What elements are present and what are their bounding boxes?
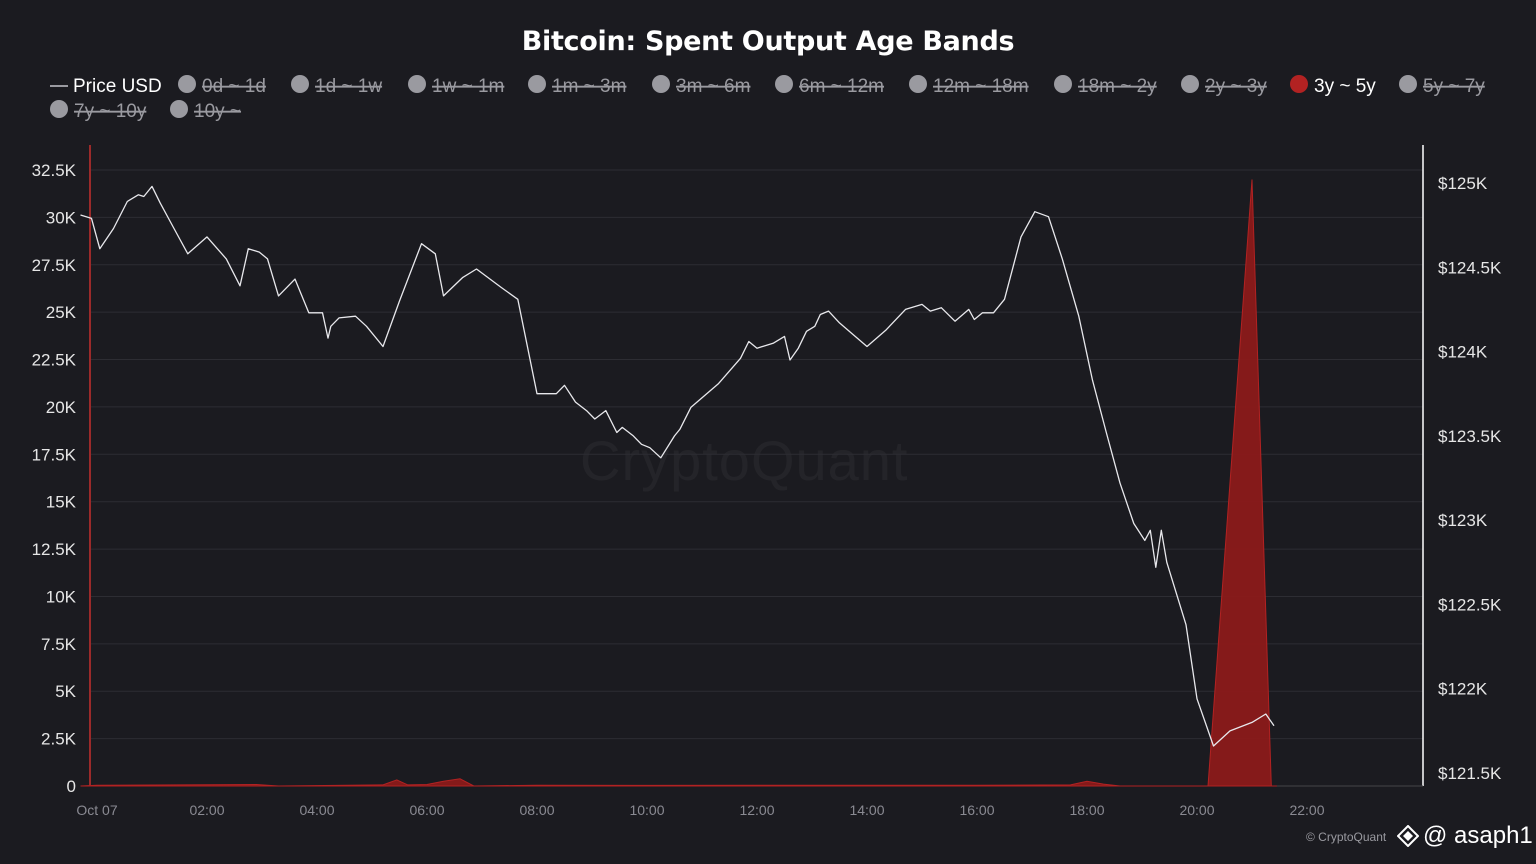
right-tick-label-2: $122.5K bbox=[1438, 595, 1502, 614]
legend-item-0[interactable]: Price USD bbox=[50, 76, 162, 97]
x-tick-label-9: 18:00 bbox=[1069, 802, 1104, 818]
legend-dot-icon bbox=[170, 100, 188, 118]
legend-label: 12m ~ 18m bbox=[933, 76, 1029, 97]
x-tick-label-4: 08:00 bbox=[519, 802, 554, 818]
legend-item-3[interactable]: 1w ~ 1m bbox=[408, 75, 504, 97]
credit-label: © CryptoQuant bbox=[1306, 830, 1387, 844]
legend-label: 3m ~ 6m bbox=[676, 76, 750, 97]
legend-label: 6m ~ 12m bbox=[799, 76, 884, 97]
x-tick-label-6: 12:00 bbox=[739, 802, 774, 818]
legend-label: 0d ~ 1d bbox=[202, 76, 266, 97]
series-line-price-usd bbox=[80, 185, 1275, 747]
legend-item-1[interactable]: 0d ~ 1d bbox=[178, 75, 266, 97]
legend-dot-icon bbox=[909, 75, 927, 93]
left-tick-label-4: 10K bbox=[46, 587, 77, 606]
legend-dot-icon bbox=[50, 100, 68, 118]
left-tick-label-3: 7.5K bbox=[41, 635, 77, 654]
legend-dot-icon bbox=[178, 75, 196, 93]
diamond-logo-icon bbox=[1397, 825, 1419, 847]
x-tick-label-7: 14:00 bbox=[849, 802, 884, 818]
legend-label: 1m ~ 3m bbox=[552, 76, 626, 97]
legend-item-7[interactable]: 12m ~ 18m bbox=[909, 75, 1029, 97]
x-tick-label-11: 22:00 bbox=[1289, 802, 1324, 818]
legend-label: 3y ~ 5y bbox=[1314, 76, 1376, 97]
x-tick-label-0: Oct 07 bbox=[76, 802, 117, 818]
right-tick-label-3: $123K bbox=[1438, 511, 1488, 530]
legend-item-11[interactable]: 5y ~ 7y bbox=[1399, 75, 1485, 97]
legend-item-13[interactable]: 10y ~ bbox=[170, 100, 241, 122]
left-tick-label-8: 20K bbox=[46, 398, 77, 417]
left-tick-label-9: 22.5K bbox=[32, 351, 77, 370]
legend-item-6[interactable]: 6m ~ 12m bbox=[775, 75, 884, 97]
chart-title: Bitcoin: Spent Output Age Bands bbox=[521, 26, 1015, 57]
x-tick-label-1: 02:00 bbox=[189, 802, 224, 818]
legend-label: 18m ~ 2y bbox=[1078, 76, 1157, 97]
legend-label: Price USD bbox=[73, 76, 162, 97]
right-tick-label-5: $124K bbox=[1438, 343, 1488, 362]
legend-label: 2y ~ 3y bbox=[1205, 76, 1267, 97]
author-handle: @ asaph1 bbox=[1397, 822, 1533, 850]
right-tick-label-6: $124.5K bbox=[1438, 258, 1502, 277]
left-tick-label-11: 27.5K bbox=[32, 256, 77, 275]
right-tick-label-4: $123.5K bbox=[1438, 427, 1502, 446]
legend-label: 1d ~ 1w bbox=[315, 76, 382, 97]
legend-dot-icon bbox=[775, 75, 793, 93]
legend-item-10[interactable]: 3y ~ 5y bbox=[1290, 75, 1376, 97]
series-area-3y-5y bbox=[80, 179, 1277, 787]
handle-text: @ asaph1 bbox=[1423, 822, 1533, 849]
legend-dot-icon bbox=[652, 75, 670, 93]
legend-label: 7y ~ 10y bbox=[74, 101, 147, 122]
legend-label: 10y ~ bbox=[194, 101, 241, 122]
legend-dot-icon bbox=[1290, 75, 1308, 93]
legend-item-12[interactable]: 7y ~ 10y bbox=[50, 100, 147, 122]
x-tick-label-3: 06:00 bbox=[409, 802, 444, 818]
legend-dot-icon bbox=[528, 75, 546, 93]
left-tick-label-6: 15K bbox=[46, 493, 77, 512]
watermark: CryptoQuant bbox=[580, 428, 909, 493]
legend-dot-icon bbox=[291, 75, 309, 93]
legend-item-2[interactable]: 1d ~ 1w bbox=[291, 75, 382, 97]
legend-item-5[interactable]: 3m ~ 6m bbox=[652, 75, 750, 97]
right-tick-label-7: $125K bbox=[1438, 174, 1488, 193]
left-tick-label-12: 30K bbox=[46, 208, 77, 227]
legend-dot-icon bbox=[408, 75, 426, 93]
x-tick-label-10: 20:00 bbox=[1179, 802, 1214, 818]
legend-item-4[interactable]: 1m ~ 3m bbox=[528, 75, 626, 97]
legend-dot-icon bbox=[1181, 75, 1199, 93]
left-tick-label-0: 0 bbox=[67, 777, 76, 796]
left-tick-label-2: 5K bbox=[55, 682, 76, 701]
right-tick-label-0: $121.5K bbox=[1438, 764, 1502, 783]
x-tick-label-8: 16:00 bbox=[959, 802, 994, 818]
x-tick-label-5: 10:00 bbox=[629, 802, 664, 818]
left-tick-label-1: 2.5K bbox=[41, 730, 77, 749]
right-tick-label-1: $122K bbox=[1438, 680, 1488, 699]
legend-label: 1w ~ 1m bbox=[432, 76, 504, 97]
left-tick-label-5: 12.5K bbox=[32, 540, 77, 559]
left-tick-label-10: 25K bbox=[46, 303, 77, 322]
x-tick-label-2: 04:00 bbox=[299, 802, 334, 818]
legend-item-8[interactable]: 18m ~ 2y bbox=[1054, 75, 1157, 97]
legend-dot-icon bbox=[1054, 75, 1072, 93]
legend-item-9[interactable]: 2y ~ 3y bbox=[1181, 75, 1267, 97]
left-tick-label-7: 17.5K bbox=[32, 445, 77, 464]
legend-dot-icon bbox=[1399, 75, 1417, 93]
left-tick-label-13: 32.5K bbox=[32, 161, 77, 180]
legend-label: 5y ~ 7y bbox=[1423, 76, 1485, 97]
